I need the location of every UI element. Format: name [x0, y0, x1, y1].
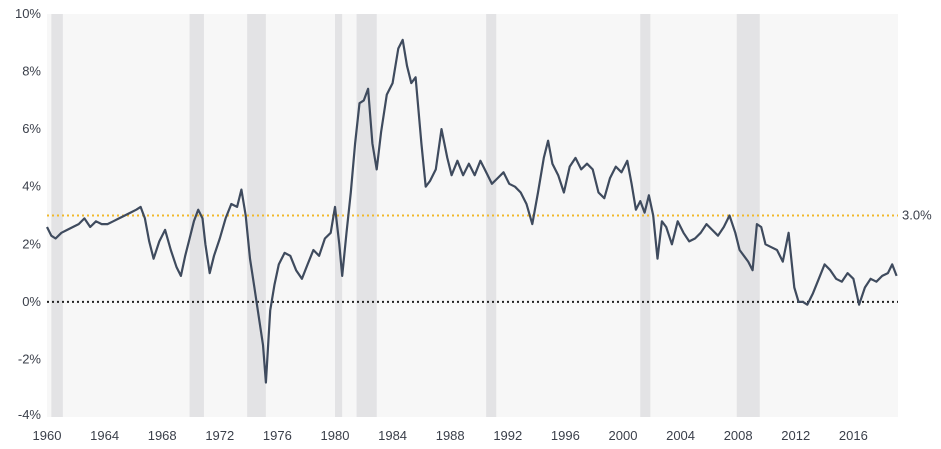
x-tick-label: 2012	[781, 428, 810, 443]
x-tick-label: 1972	[205, 428, 234, 443]
y-tick-label: 0%	[22, 294, 41, 309]
reference-line-label: 3.0%	[902, 208, 932, 223]
y-tick-label: -4%	[18, 407, 42, 422]
x-tick-label: 1960	[33, 428, 62, 443]
x-tick-label: 1964	[90, 428, 119, 443]
y-tick-label: 4%	[22, 179, 41, 194]
recession-band	[356, 14, 377, 417]
y-tick-label: 6%	[22, 121, 41, 136]
y-tick-label: 10%	[15, 6, 41, 21]
y-axis-ticks: -4% -2% 0% 2% 4% 6% 8% 10%	[15, 6, 41, 422]
x-tick-label: 2008	[724, 428, 753, 443]
x-axis-ticks: 1960 1964 1968 1972 1976 1980 1984 1988 1992 1996…	[33, 428, 868, 443]
y-tick-label: 2%	[22, 236, 41, 251]
x-tick-label: 1980	[321, 428, 350, 443]
x-tick-label: 2016	[839, 428, 868, 443]
y-tick-label: 8%	[22, 64, 41, 79]
x-tick-label: 1976	[263, 428, 292, 443]
x-tick-label: 1996	[551, 428, 580, 443]
x-tick-label: 1988	[436, 428, 465, 443]
x-tick-label: 1992	[493, 428, 522, 443]
x-tick-label: 1984	[378, 428, 407, 443]
recession-band	[640, 14, 651, 417]
x-tick-label: 2000	[609, 428, 638, 443]
x-tick-label: 1968	[148, 428, 177, 443]
x-tick-label: 2004	[666, 428, 695, 443]
series-line	[46, 38, 898, 384]
y-tick-label: -2%	[18, 351, 42, 366]
recession-band	[247, 14, 266, 417]
recession-band	[486, 14, 497, 417]
